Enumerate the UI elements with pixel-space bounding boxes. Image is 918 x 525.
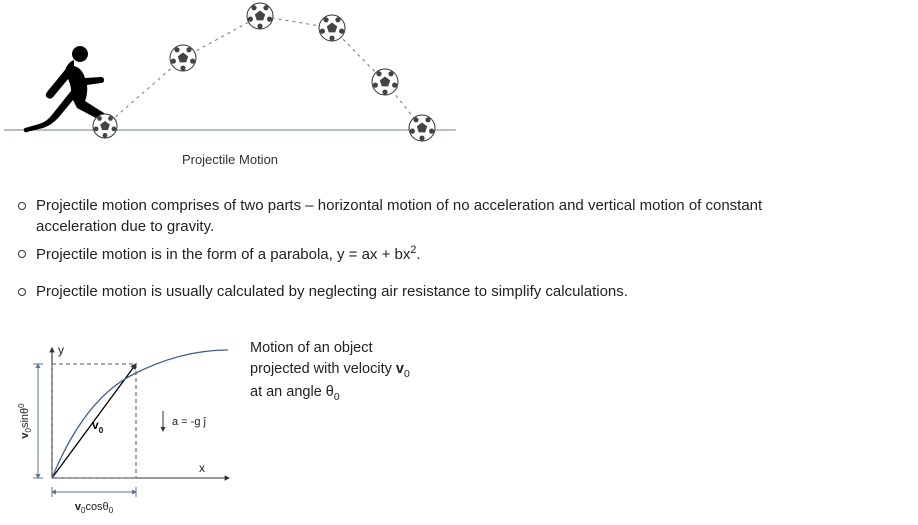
bullet-list: Projectile motion comprises of two parts… (18, 195, 908, 308)
caption-line-2-sub: 0 (404, 369, 410, 380)
y-projection-label: v0sinθ0 (17, 403, 33, 439)
accel-label: a = -g ĵ (172, 416, 206, 428)
soccer-ball (409, 115, 435, 141)
soccer-ball (170, 45, 196, 71)
bullet-1-text-a: Projectile motion comprises of two parts… (36, 197, 762, 214)
top-figure-caption: Projectile Motion (182, 152, 278, 167)
bottom-figure-svg: y x v0 a = -g ĵ v0cosθ0 (14, 330, 254, 520)
caption-line-2: projected with velocity v0 (250, 359, 470, 382)
caption-line-3-sub: 0 (334, 392, 340, 403)
soccer-ball (372, 69, 398, 95)
caption-line-3a: at an angle θ (250, 384, 334, 400)
top-figure-svg: Projectile Motion (0, 0, 460, 170)
top-figure: Projectile Motion (0, 0, 460, 170)
bullet-2-text-a: Projectile motion is in the form of a pa… (36, 246, 410, 263)
x-projection-label: v0cosθ0 (75, 501, 114, 515)
y-axis-label: y (58, 343, 64, 357)
soccer-ball (247, 3, 273, 29)
caption-line-1: Motion of an object (250, 338, 470, 359)
trajectory-curve (52, 350, 228, 478)
caption-line-2a: projected with velocity (250, 361, 396, 377)
bullet-2-text-b: . (416, 246, 420, 263)
bullet-3-text: Projectile motion is usually calculated … (36, 283, 628, 300)
soccer-balls-group (93, 3, 435, 141)
bullet-item-3: Projectile motion is usually calculated … (18, 281, 908, 302)
trajectory-path (105, 16, 422, 128)
caption-line-3: at an angle θ0 (250, 382, 470, 405)
soccer-ball (93, 114, 117, 138)
bottom-caption: Motion of an object projected with veloc… (250, 338, 470, 405)
v0-label: v0 (92, 418, 104, 435)
bullet-item-2: Projectile motion is in the form of a pa… (18, 243, 908, 265)
soccer-ball (319, 15, 345, 41)
bullet-item-1: Projectile motion comprises of two parts… (18, 195, 908, 237)
bullet-1-text-b: acceleration due to gravity. (36, 218, 214, 235)
x-axis-label: x (199, 461, 205, 475)
page-root: Projectile Motion Projectile motion comp… (0, 0, 918, 523)
bottom-figure: y x v0 a = -g ĵ v0cosθ0 (14, 330, 254, 520)
caption-line-2b: v (396, 361, 404, 377)
